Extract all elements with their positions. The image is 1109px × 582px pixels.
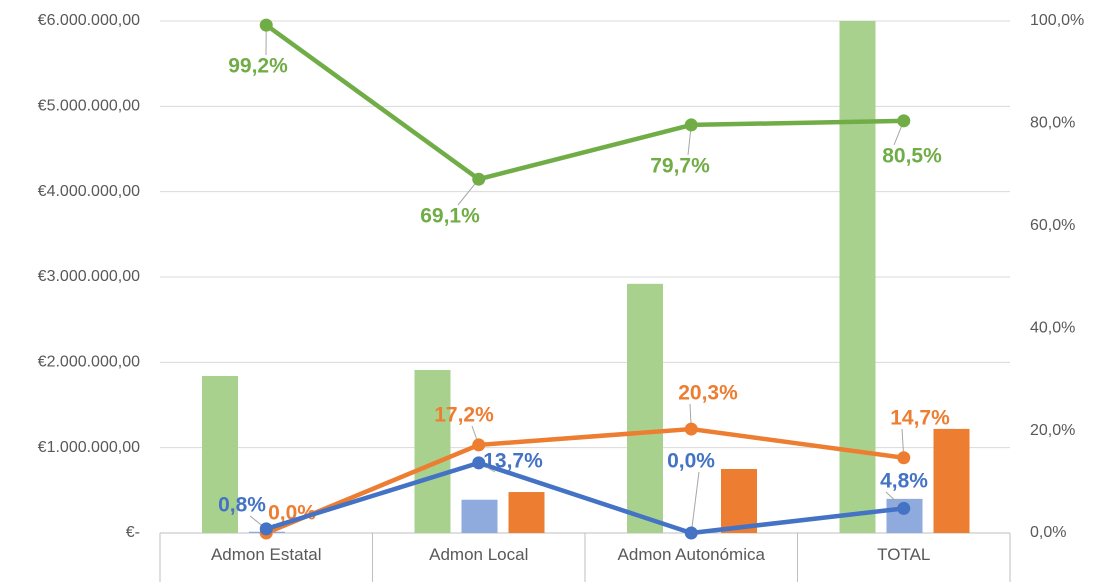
bar <box>202 375 238 533</box>
y-tick-label: €6.000.000,00 <box>38 12 140 29</box>
value-label: 17,2% <box>434 404 494 427</box>
point <box>684 118 698 132</box>
leader-line <box>690 471 700 534</box>
point <box>472 438 486 452</box>
point <box>897 501 911 515</box>
y-tick-label: €5.000.000,00 <box>38 98 140 115</box>
y-tick-label: €- <box>126 524 140 541</box>
value-label: 99,2% <box>228 55 288 78</box>
value-label: 13,7% <box>483 450 543 473</box>
y-tick-label: €4.000.000,00 <box>38 183 140 200</box>
value-label: 0,8% <box>218 494 266 517</box>
point <box>259 18 273 32</box>
point <box>897 114 911 128</box>
point <box>259 522 273 536</box>
y2-tick-label: 0,0% <box>1030 524 1066 541</box>
bar <box>414 370 451 533</box>
x-tick-label: Admon Local <box>429 545 529 564</box>
point <box>472 456 486 470</box>
y2-tick-label: 40,0% <box>1030 319 1075 336</box>
value-label: 80,5% <box>882 145 942 168</box>
point <box>472 172 486 186</box>
x-tick-label: Admon Estatal <box>210 545 322 564</box>
value-label: 4,8% <box>880 470 928 493</box>
y-tick-label: €1.000.000,00 <box>38 439 140 456</box>
x-tick-label: TOTAL <box>877 545 931 564</box>
bar <box>933 428 970 533</box>
x-tick-label: Admon Autonómica <box>617 545 765 564</box>
point <box>897 451 911 465</box>
bar <box>461 499 498 533</box>
point <box>684 422 698 436</box>
line <box>265 460 905 536</box>
line <box>265 426 905 536</box>
bar <box>721 469 757 533</box>
y-tick-label: €2.000.000,00 <box>38 354 140 371</box>
value-label: 14,7% <box>890 407 950 430</box>
y2-tick-label: 80,0% <box>1030 115 1075 132</box>
y2-tick-label: 20,0% <box>1030 422 1075 439</box>
y-tick-label: €3.000.000,00 <box>38 268 140 285</box>
value-label: 20,3% <box>678 382 738 405</box>
point <box>684 526 698 540</box>
bar <box>508 492 545 533</box>
value-label: 0,0% <box>667 450 715 473</box>
value-label: 69,1% <box>420 205 480 228</box>
y2-tick-label: 60,0% <box>1030 217 1075 234</box>
line <box>264 23 904 182</box>
value-label: 79,7% <box>650 155 710 178</box>
bar <box>627 283 663 533</box>
y2-tick-label: 100,0% <box>1030 12 1084 29</box>
